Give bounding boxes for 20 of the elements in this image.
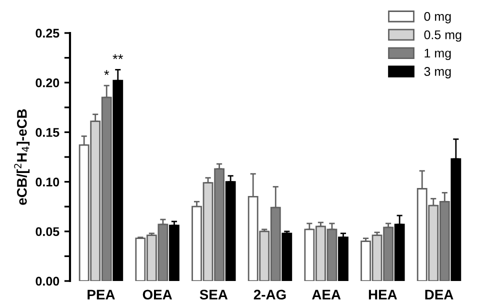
legend-label: 3 mg bbox=[424, 67, 451, 78]
x-tick-label: DEA bbox=[425, 290, 454, 300]
annotation: * bbox=[104, 70, 110, 76]
x-tick-label: SEA bbox=[200, 290, 228, 300]
x-tick-label: OEA bbox=[142, 290, 172, 300]
y-tick-label: 0.20 bbox=[36, 78, 60, 88]
x-tick-label: 2-AG bbox=[254, 290, 286, 300]
y-tick-label: 0.25 bbox=[36, 28, 60, 38]
annotation: ** bbox=[112, 54, 124, 60]
y-axis-title: eCB/[$^{2}$H$_{4}$]-eCB bbox=[14, 109, 30, 205]
y-tick-label: 0.10 bbox=[36, 178, 60, 186]
y-tick-label: 0.15 bbox=[36, 128, 60, 137]
legend-label: 0.5 mg bbox=[424, 30, 462, 42]
legend-label: 0 mg bbox=[424, 12, 451, 24]
y-tick-label: 0.05 bbox=[36, 227, 60, 236]
x-tick-label: HEA bbox=[368, 290, 397, 300]
legend-label: 1 mg bbox=[424, 48, 451, 60]
x-tick-label: PEA bbox=[88, 290, 115, 300]
y-tick-label: 0.00 bbox=[36, 276, 60, 286]
x-tick-label: AEA bbox=[312, 290, 341, 300]
